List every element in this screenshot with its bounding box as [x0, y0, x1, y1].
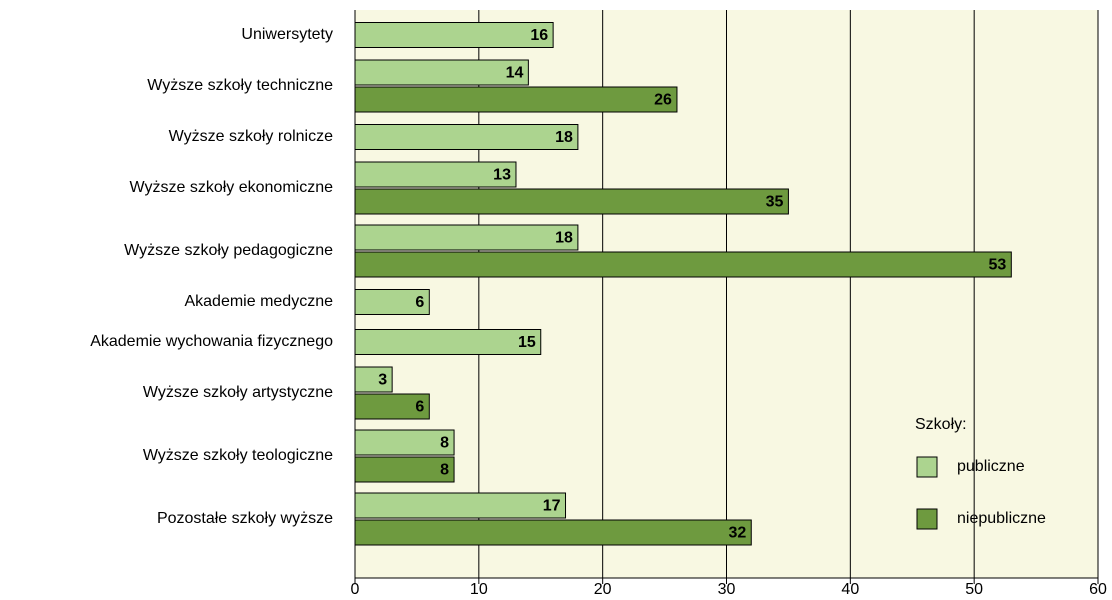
legend-swatch — [916, 456, 938, 478]
value-label: 6 — [415, 294, 424, 311]
x-tick-label: 30 — [718, 581, 736, 595]
value-label: 8 — [440, 435, 449, 452]
y-tick-label: Wyższe szkoły rolnicze — [169, 128, 333, 145]
bar — [354, 329, 542, 355]
bar — [354, 393, 430, 420]
x-tick-label: 20 — [594, 581, 612, 595]
bar — [354, 492, 567, 519]
bar — [354, 124, 579, 150]
value-label: 13 — [493, 167, 511, 184]
value-label: 15 — [518, 334, 536, 351]
value-label: 26 — [654, 92, 672, 109]
y-tick-label: Wyższe szkoły pedagogiczne — [124, 242, 333, 259]
value-label: 53 — [989, 257, 1007, 274]
value-label: 14 — [506, 65, 524, 82]
bar — [354, 456, 455, 483]
x-tick-label: 0 — [351, 581, 360, 595]
bar — [354, 519, 752, 546]
y-tick-label: Wyższe szkoły techniczne — [147, 77, 333, 94]
value-label: 16 — [530, 27, 548, 44]
y-tick-label: Wyższe szkoły artystyczne — [143, 384, 333, 401]
x-tick-label: 50 — [965, 581, 983, 595]
y-tick-label: Akademie medyczne — [184, 293, 333, 310]
bar — [354, 188, 789, 215]
bar — [354, 224, 579, 251]
x-tick-label: 40 — [841, 581, 859, 595]
y-tick-label: Akademie wychowania fizycznego — [90, 333, 333, 350]
value-label: 8 — [440, 462, 449, 479]
y-tick-label: Uniwersytety — [241, 26, 333, 43]
value-label: 18 — [555, 129, 573, 146]
value-label: 17 — [543, 498, 561, 515]
bar — [354, 289, 430, 315]
bar — [354, 22, 554, 48]
value-label: 32 — [728, 525, 746, 542]
value-label: 6 — [415, 399, 424, 416]
bar — [354, 366, 393, 393]
bar — [354, 429, 455, 456]
legend-swatch — [916, 508, 938, 530]
legend-title: Szkoły: — [915, 416, 967, 433]
x-tick-label: 10 — [470, 581, 488, 595]
bar — [354, 86, 678, 113]
y-tick-label: Wyższe szkoły ekonomiczne — [130, 179, 334, 196]
bar — [354, 161, 517, 188]
y-tick-label: Pozostałe szkoły wyższe — [157, 510, 333, 527]
value-label: 18 — [555, 230, 573, 247]
legend-label: niepubliczne — [957, 510, 1046, 527]
bar — [354, 59, 529, 86]
value-label: 35 — [766, 194, 784, 211]
bar — [354, 251, 1012, 278]
y-tick-label: Wyższe szkoły teologiczne — [143, 447, 333, 464]
legend-label: publiczne — [957, 458, 1025, 475]
x-tick-label: 60 — [1089, 581, 1107, 595]
value-label: 3 — [378, 372, 387, 389]
